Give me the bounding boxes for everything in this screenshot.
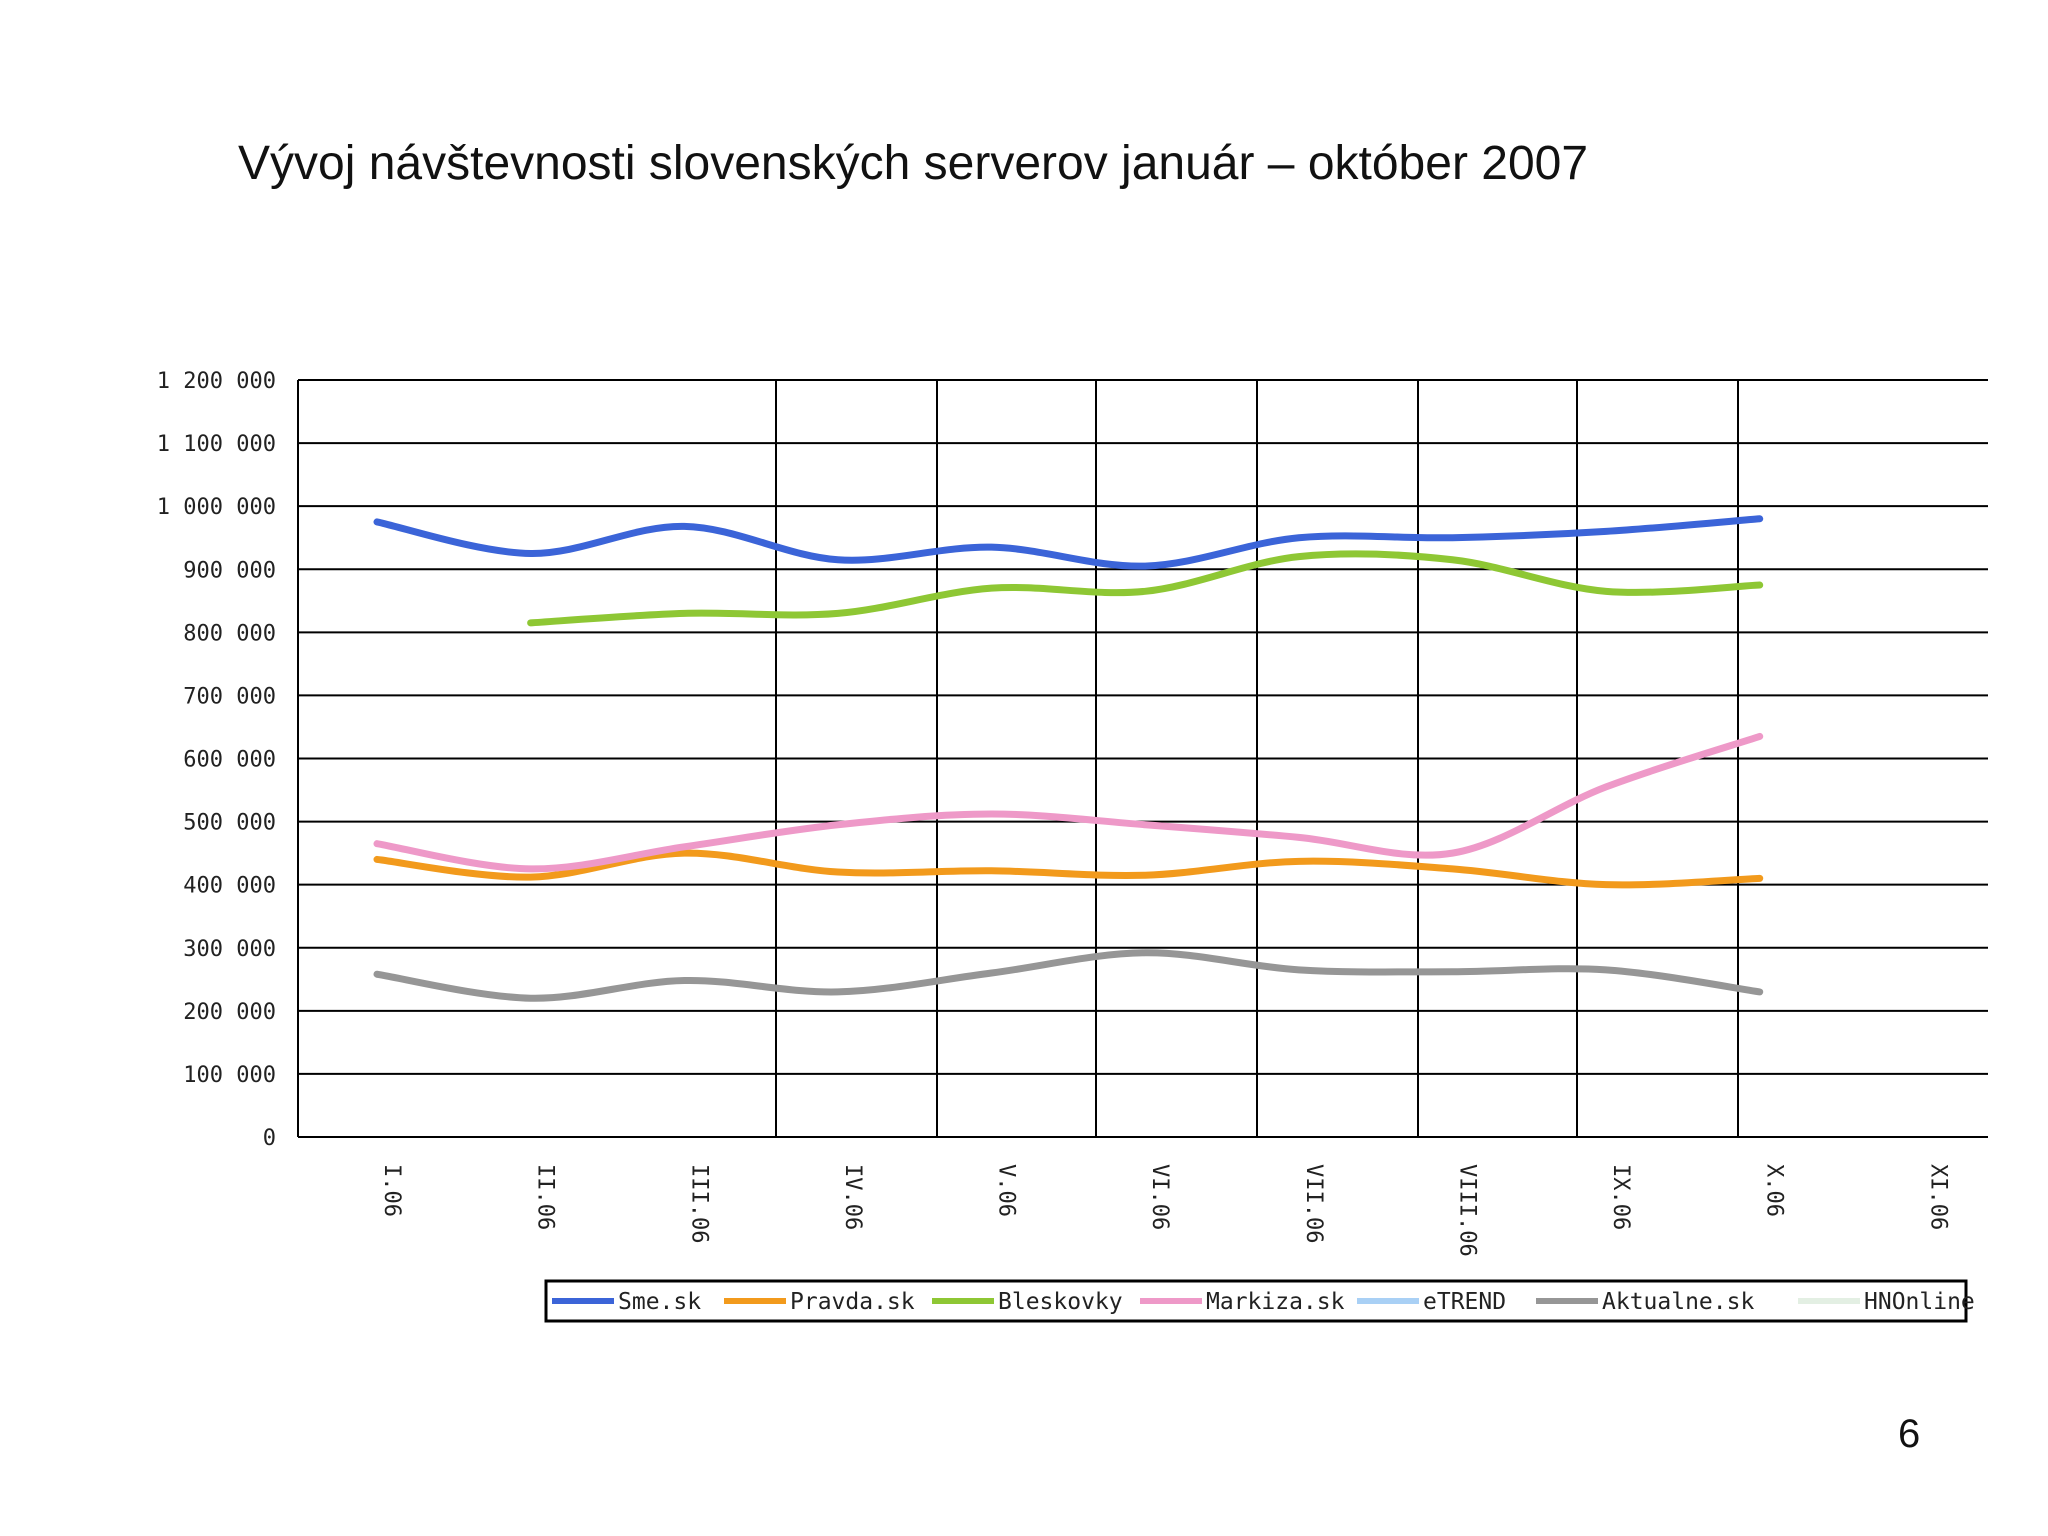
legend-label-markiza-sk: Markiza.sk xyxy=(1206,1289,1345,1315)
x-tick-label: VI.06 xyxy=(1147,1164,1172,1230)
series-line-pravda-sk xyxy=(373,849,1764,889)
y-tick-label: 1 100 000 xyxy=(157,432,276,457)
series-line-sme-sk xyxy=(373,515,1764,570)
legend-label-hnonline: HNOnline xyxy=(1864,1289,1975,1315)
y-tick-label: 1 000 000 xyxy=(157,495,276,520)
y-tick-label: 400 000 xyxy=(183,874,276,899)
x-tick-label: VIII.06 xyxy=(1454,1164,1479,1257)
legend-label-sme-sk: Sme.sk xyxy=(618,1289,701,1315)
x-tick-label: X.06 xyxy=(1762,1164,1787,1217)
y-tick-label: 500 000 xyxy=(183,811,276,836)
y-tick-label: 600 000 xyxy=(183,748,276,773)
series-line-bleskovky xyxy=(527,550,1764,627)
y-tick-label: 700 000 xyxy=(183,684,276,709)
x-tick-label: IV.06 xyxy=(840,1164,865,1230)
chart-legend: Sme.sk Pravda.sk Bleskovky Markiza.sk eTREND… xyxy=(544,1279,1975,1323)
y-tick-label: 100 000 xyxy=(183,1063,276,1088)
series-line-aktualne-sk xyxy=(373,949,1764,1002)
x-tick-label: III.06 xyxy=(686,1164,711,1243)
y-tick-label: 0 xyxy=(263,1126,276,1151)
slide-title: Vývoj návštevnosti slovenských serverov … xyxy=(238,137,1589,190)
legend-label-etrend: eTREND xyxy=(1423,1289,1506,1315)
y-tick-label: 900 000 xyxy=(183,558,276,583)
y-tick-label: 800 000 xyxy=(183,621,276,646)
chart-series xyxy=(373,515,1764,1002)
series-line-markiza-sk xyxy=(373,732,1764,873)
x-tick-label: XI.06 xyxy=(1925,1164,1950,1230)
y-tick-label: 300 000 xyxy=(183,937,276,962)
x-tick-label: V.06 xyxy=(994,1164,1019,1217)
legend-label-pravda-sk: Pravda.sk xyxy=(790,1289,915,1315)
legend-label-bleskovky: Bleskovky xyxy=(998,1289,1123,1315)
legend-label-aktualne-sk: Aktualne.sk xyxy=(1602,1289,1754,1315)
chart-grid xyxy=(297,379,1988,1138)
page-number: 6 xyxy=(1898,1412,1921,1456)
y-tick-label: 1 200 000 xyxy=(157,369,276,394)
x-tick-label: IX.06 xyxy=(1608,1164,1633,1230)
x-tick-label: VII.06 xyxy=(1301,1164,1326,1243)
x-tick-label: I.06 xyxy=(379,1164,404,1217)
x-tick-label: II.06 xyxy=(533,1164,558,1230)
y-tick-label: 200 000 xyxy=(183,1000,276,1025)
chart-axis-labels: 0 100 000 200 000 300 000 400 000 500 000 600 … xyxy=(157,369,1951,1257)
